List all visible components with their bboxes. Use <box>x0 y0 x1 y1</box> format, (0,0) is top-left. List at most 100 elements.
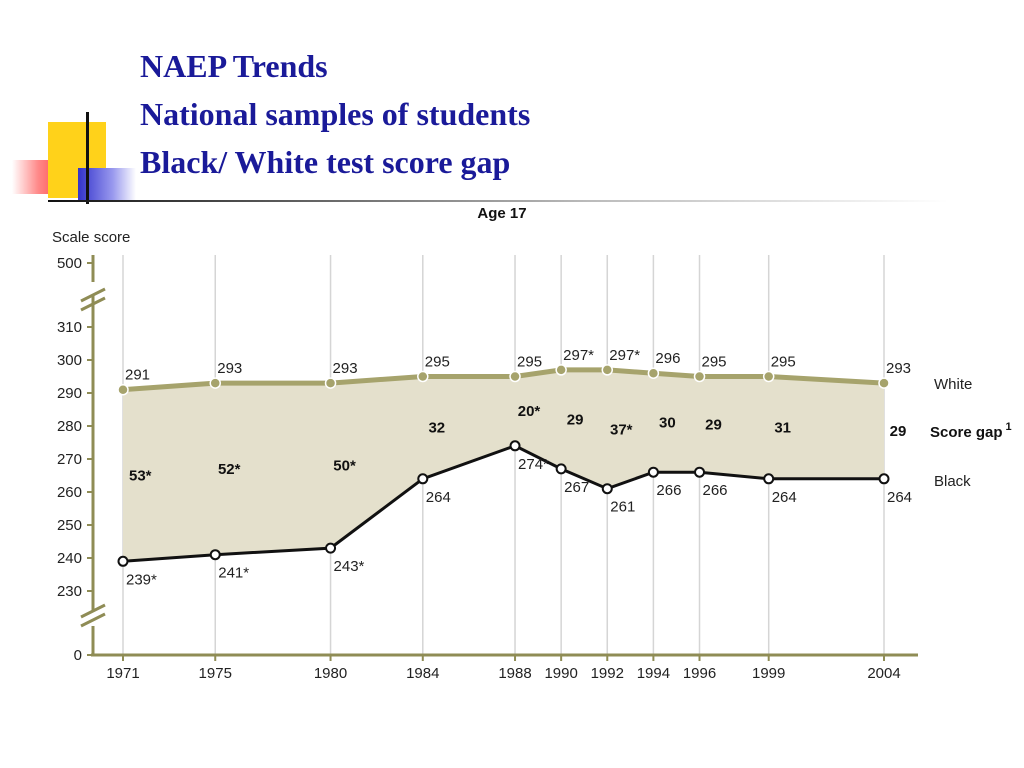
gap-area <box>123 369 884 562</box>
x-tick-label-1975: 1975 <box>199 665 232 682</box>
label-white-1994: 296 <box>655 350 680 367</box>
label-white-1988: 295 <box>517 354 542 371</box>
legend-white: White <box>934 376 972 393</box>
point-white-1975 <box>209 377 221 389</box>
point-white-1992 <box>601 364 614 376</box>
legend-black: Black <box>934 473 971 490</box>
y-tick-label-290: 290 <box>57 385 82 402</box>
point-black-1999 <box>763 473 775 485</box>
label-white-1984: 295 <box>425 354 450 371</box>
gap-label-2004: 29 <box>890 423 907 440</box>
label-white-2004: 293 <box>886 360 911 377</box>
gap-label-1996: 29 <box>705 416 722 433</box>
axis-break-lower-b <box>80 612 106 628</box>
point-white-1971 <box>117 383 129 396</box>
label-white-1992: 297* <box>609 347 640 364</box>
title-divider-line <box>48 200 948 202</box>
label-white-1971: 291 <box>125 367 150 384</box>
gap-label-1975: 52* <box>218 461 241 478</box>
point-white-1988 <box>509 370 521 383</box>
label-black-1984: 264 <box>426 489 451 506</box>
label-black-1975: 241* <box>218 565 249 582</box>
point-white-1994 <box>647 367 660 379</box>
legend-score-gap-footnote: 1 <box>1006 421 1012 433</box>
label-white-1999: 295 <box>771 354 796 371</box>
gap-label-1990: 29 <box>567 411 584 428</box>
y-tick-label-0: 0 <box>74 647 82 664</box>
point-white-1996 <box>693 370 706 383</box>
y-tick-label-260: 260 <box>57 484 82 501</box>
point-black-2004 <box>878 473 890 485</box>
gap-label-1999: 31 <box>774 420 791 437</box>
point-black-1975 <box>209 549 221 561</box>
y-tick-label-250: 250 <box>57 517 82 534</box>
gap-label-1994: 30 <box>659 415 676 432</box>
slide-title-line-2: National samples of students <box>140 96 531 132</box>
chart-title: Age 17 <box>477 205 526 222</box>
label-black-1999: 264 <box>772 489 797 506</box>
point-black-1992 <box>601 483 613 495</box>
point-white-1990 <box>555 364 567 376</box>
gap-area-fill <box>123 369 884 562</box>
point-white-1984 <box>417 370 429 383</box>
point-white-2004 <box>878 377 890 389</box>
y-tick-label-500: 500 <box>57 255 82 272</box>
gap-label-1971: 53* <box>129 468 152 485</box>
x-tick-label-1996: 1996 <box>683 665 716 682</box>
series-points <box>117 364 890 567</box>
y-tick-label-300: 300 <box>57 352 82 369</box>
label-white-1980: 293 <box>333 360 358 377</box>
point-black-1996 <box>694 466 706 478</box>
axis-break-lower-a <box>80 603 106 619</box>
axis-break-upper-a <box>80 287 106 303</box>
x-tick-label-2004: 2004 <box>867 665 900 682</box>
label-black-1990: 267 <box>564 479 589 496</box>
slide-title: NAEP Trends National samples of students… <box>140 42 530 186</box>
decor-vertical-line <box>86 112 89 204</box>
x-tick-label-1984: 1984 <box>406 665 439 682</box>
label-black-1988: 274* <box>518 456 549 473</box>
label-white-1996: 295 <box>702 354 727 371</box>
gap-label-1980: 50* <box>333 458 356 475</box>
legend-score-gap: Score gap 1 <box>930 421 1012 441</box>
point-black-1990 <box>555 463 567 475</box>
gap-label-1984: 32 <box>428 420 445 437</box>
point-black-1984 <box>417 473 429 485</box>
label-white-1975: 293 <box>217 360 242 377</box>
slide-title-line-3: Black/ White test score gap <box>140 144 511 180</box>
x-tick-label-1988: 1988 <box>498 665 531 682</box>
point-white-1999 <box>762 370 775 383</box>
label-black-1980: 243* <box>334 558 365 575</box>
label-black-1994: 266 <box>656 482 681 499</box>
x-tick-label-1990: 1990 <box>544 665 577 682</box>
y-tick-label-230: 230 <box>57 583 82 600</box>
gap-label-1992: 37* <box>610 421 633 438</box>
point-black-1980 <box>325 542 337 554</box>
y-tick-label-310: 310 <box>57 319 82 336</box>
point-white-1980 <box>324 377 337 389</box>
label-black-1971: 239* <box>126 571 157 588</box>
x-tick-label-1999: 1999 <box>752 665 785 682</box>
x-tick-label-1994: 1994 <box>637 665 670 682</box>
slide-title-line-1: NAEP Trends <box>140 48 328 84</box>
y-axis-title: Scale score <box>52 229 130 246</box>
axis-break-upper-b <box>80 296 106 312</box>
label-white-1990: 297* <box>563 347 594 364</box>
x-tick-label-1980: 1980 <box>314 665 347 682</box>
point-black-1994 <box>647 466 659 478</box>
y-tick-label-270: 270 <box>57 451 82 468</box>
x-tick-label-1971: 1971 <box>106 665 139 682</box>
legend-score-gap-label: Score gap <box>930 424 1003 441</box>
gap-label-1988: 20* <box>518 403 541 420</box>
label-black-1996: 266 <box>703 482 728 499</box>
label-black-1992: 261 <box>610 499 635 516</box>
point-black-1971 <box>117 555 129 567</box>
chart-text: Age 17 Scale score White Black Score gap… <box>52 205 1012 682</box>
y-tick-label-280: 280 <box>57 418 82 435</box>
x-tick-label-1992: 1992 <box>591 665 624 682</box>
label-black-2004: 264 <box>887 489 912 506</box>
y-tick-label-240: 240 <box>57 550 82 567</box>
point-black-1988 <box>509 440 521 452</box>
axes <box>80 255 918 661</box>
